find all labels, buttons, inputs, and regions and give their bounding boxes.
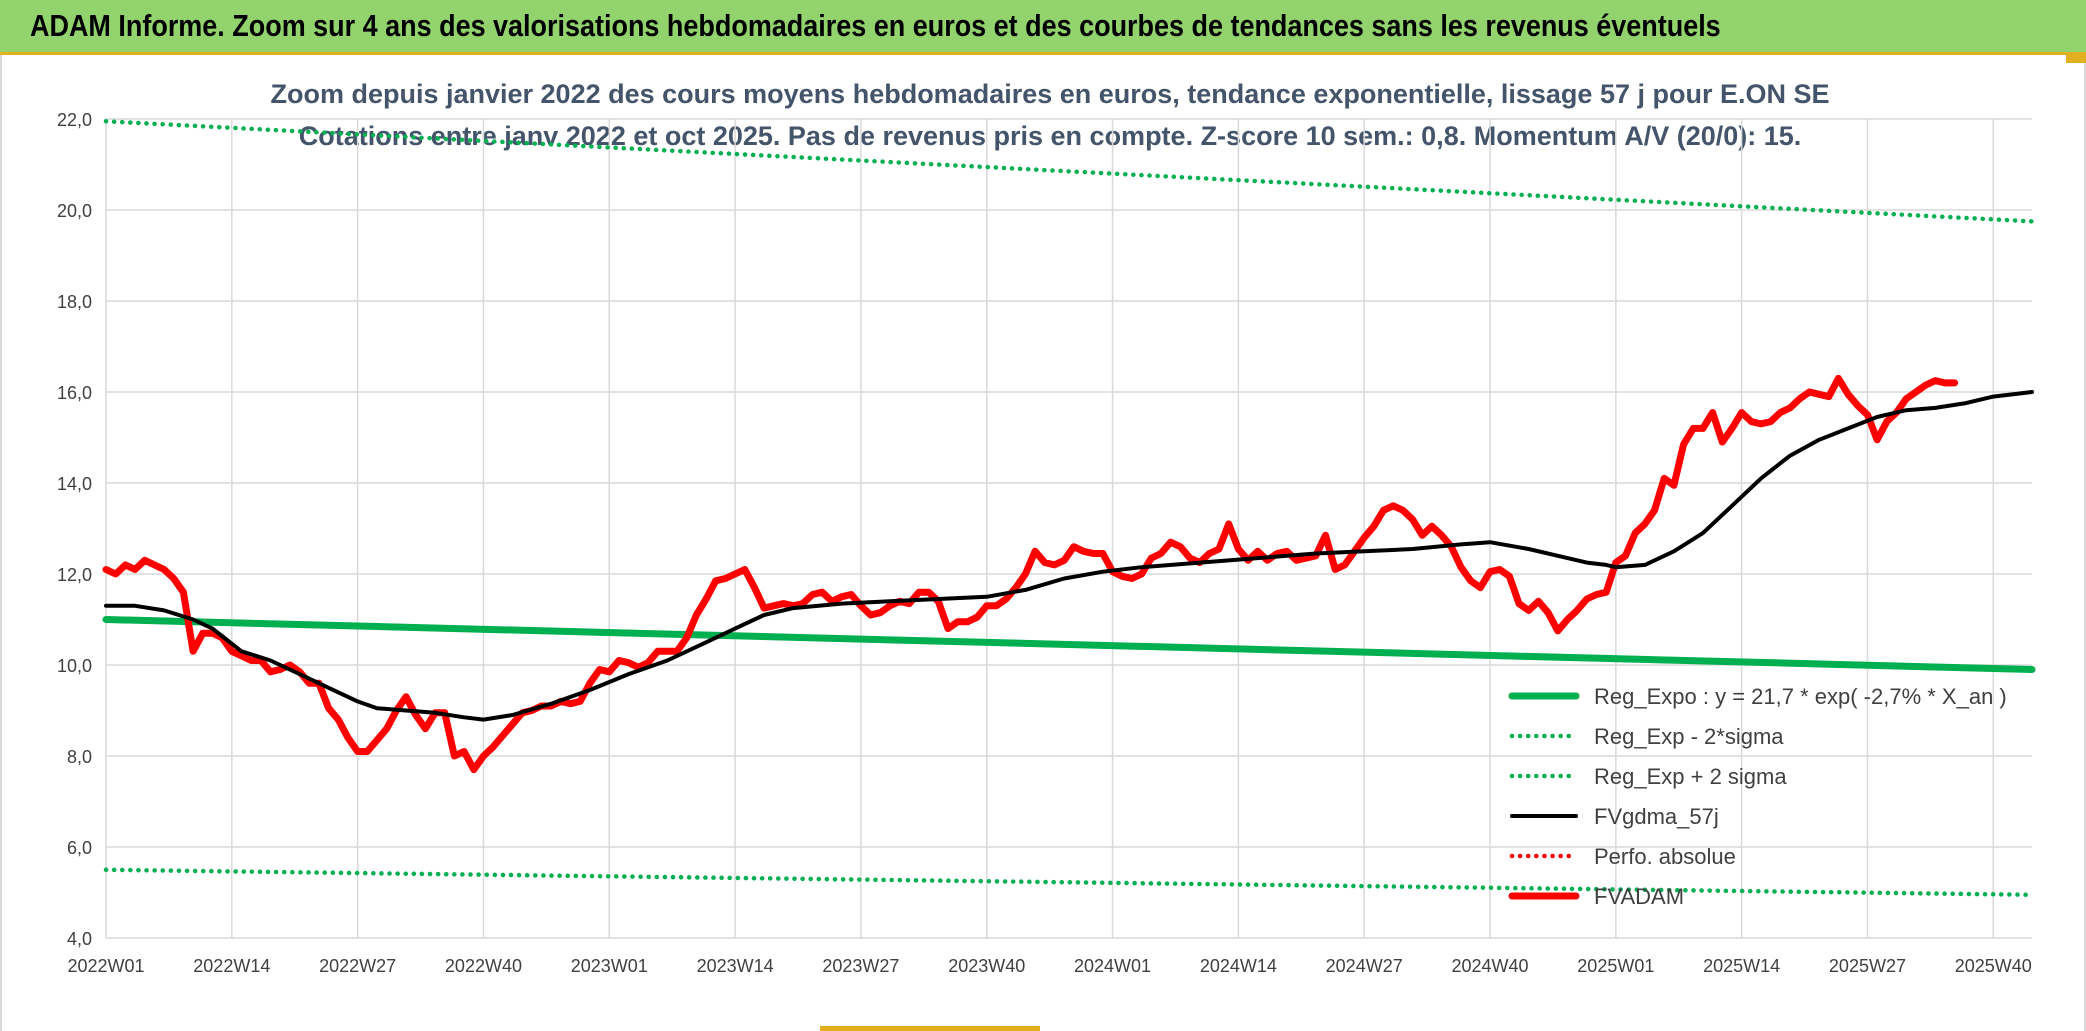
x-tick-label: 2024W01 bbox=[1074, 956, 1151, 976]
chart-axes: 4,0 6,0 8,0 10,0 12,0 14,0 16,0 18,0 20,0 22,0 202… bbox=[57, 110, 2032, 976]
series-line-fvgdma-57j bbox=[104, 390, 2034, 722]
legend-label: Perfo. absolue bbox=[1594, 844, 1736, 869]
x-tick-label: 2023W40 bbox=[948, 956, 1025, 976]
x-tick-label: 2023W14 bbox=[697, 956, 774, 976]
series-line-reg-expo-y-21-7-exp-2-7-x-an bbox=[102, 616, 2036, 673]
chart-legend: Reg_Expo : y = 21,7 * exp( -2,7% * X_an … bbox=[1508, 684, 2007, 909]
x-tick-label: 2022W27 bbox=[319, 956, 396, 976]
x-tick-label: 2025W01 bbox=[1577, 956, 1654, 976]
x-tick-label: 2025W27 bbox=[1829, 956, 1906, 976]
y-tick-label: 6,0 bbox=[67, 838, 92, 858]
x-tick-label: 2024W14 bbox=[1200, 956, 1277, 976]
x-tick-label: 2025W40 bbox=[1955, 956, 2032, 976]
legend-label: Reg_Expo : y = 21,7 * exp( -2,7% * X_an … bbox=[1594, 684, 2007, 709]
chart-frame: Zoom depuis janvier 2022 des cours moyen… bbox=[0, 55, 2086, 1031]
y-tick-label: 22,0 bbox=[57, 110, 92, 130]
x-tick-label: 2022W14 bbox=[193, 956, 270, 976]
legend-label: FVgdma_57j bbox=[1594, 804, 1719, 829]
chart-grid bbox=[105, 118, 2032, 939]
x-tick-label: 2025W14 bbox=[1703, 956, 1780, 976]
series-line-reg-exp-2-sigma bbox=[103, 867, 2035, 898]
x-tick-label: 2023W27 bbox=[822, 956, 899, 976]
bottom-accent-bar bbox=[820, 1026, 1040, 1031]
y-tick-label: 4,0 bbox=[67, 929, 92, 949]
y-tick-label: 16,0 bbox=[57, 383, 92, 403]
x-tick-label: 2024W27 bbox=[1326, 956, 1403, 976]
x-tick-label: 2024W40 bbox=[1451, 956, 1528, 976]
legend-label: FVADAM bbox=[1594, 884, 1684, 909]
series-line-reg-exp-2-sigma bbox=[103, 119, 2035, 224]
x-tick-label: 2022W01 bbox=[67, 956, 144, 976]
y-tick-label: 20,0 bbox=[57, 201, 92, 221]
legend-label: Reg_Exp - 2*sigma bbox=[1594, 724, 1784, 749]
x-tick-label: 2023W01 bbox=[571, 956, 648, 976]
legend-label: Reg_Exp + 2 sigma bbox=[1594, 764, 1787, 789]
line-chart: Zoom depuis janvier 2022 des cours moyen… bbox=[57, 79, 2036, 976]
chart-title: Zoom depuis janvier 2022 des cours moyen… bbox=[270, 79, 1829, 109]
y-tick-label: 18,0 bbox=[57, 292, 92, 312]
chart-subtitle: Cotations entre janv 2022 et oct 2025. P… bbox=[299, 121, 1802, 151]
y-tick-label: 10,0 bbox=[57, 656, 92, 676]
report-banner: ADAM Informe. Zoom sur 4 ans des valoris… bbox=[0, 0, 2086, 55]
chart-series bbox=[102, 119, 2036, 898]
y-tick-label: 14,0 bbox=[57, 474, 92, 494]
corner-accent bbox=[2066, 55, 2086, 63]
x-tick-label: 2022W40 bbox=[445, 956, 522, 976]
y-tick-label: 8,0 bbox=[67, 747, 92, 767]
y-tick-label: 12,0 bbox=[57, 565, 92, 585]
report-title: ADAM Informe. Zoom sur 4 ans des valoris… bbox=[30, 8, 1721, 43]
